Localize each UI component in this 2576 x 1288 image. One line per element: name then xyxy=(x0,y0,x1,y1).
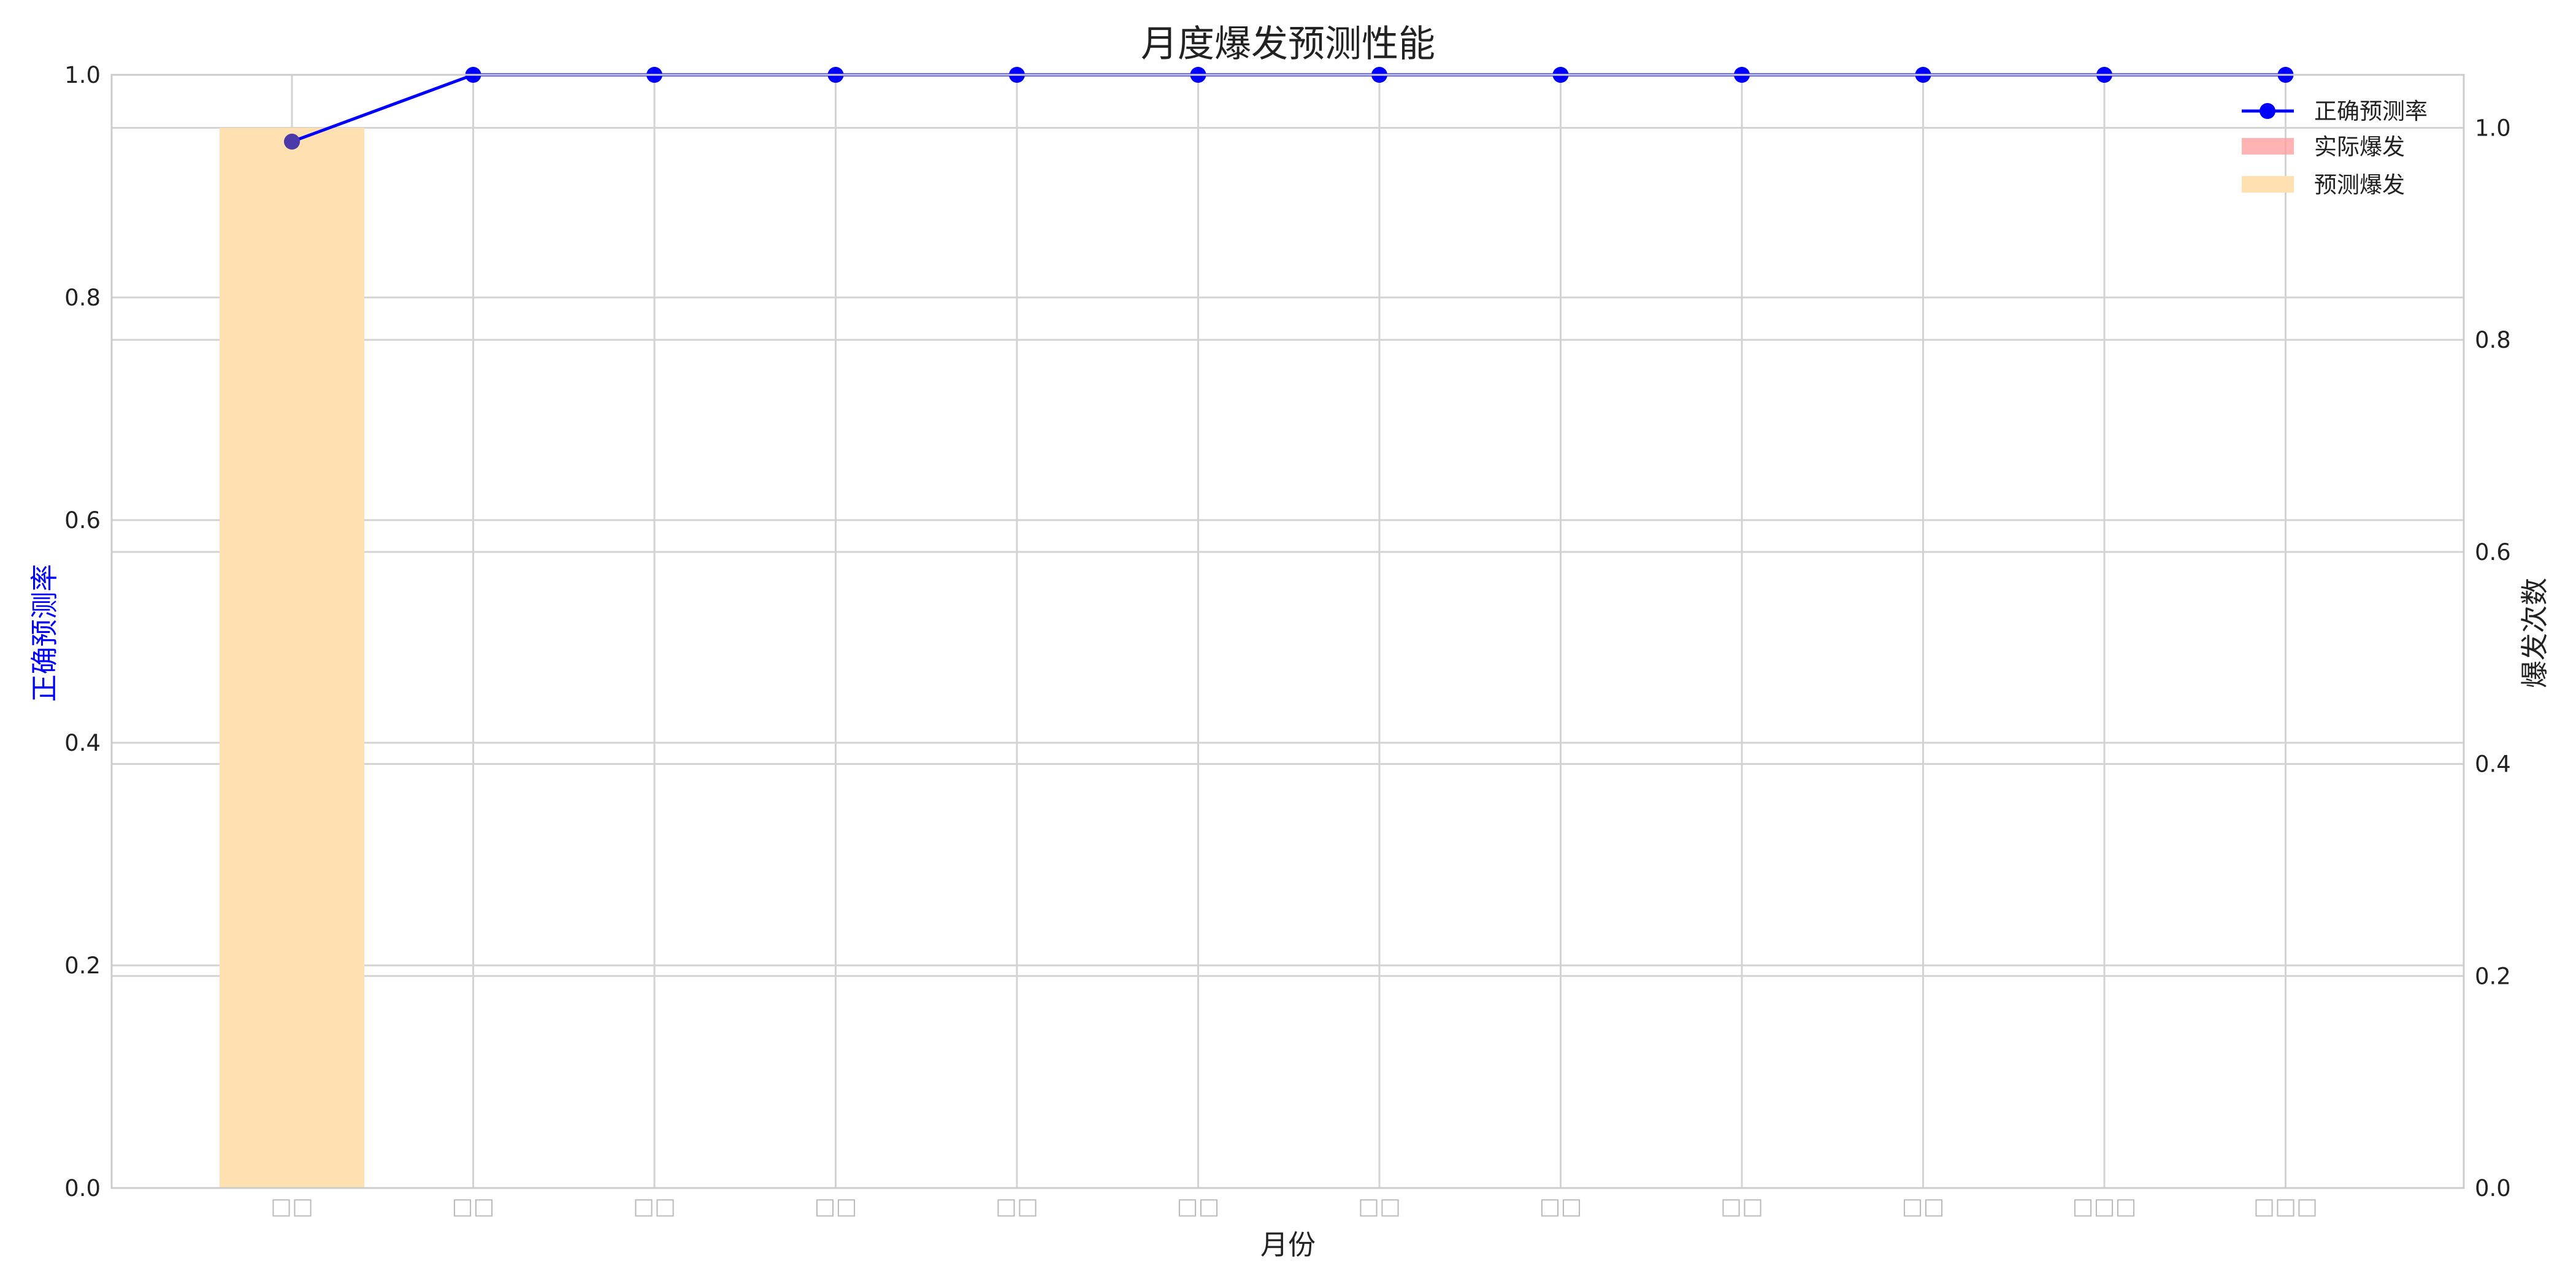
x-tick-label: □□ xyxy=(633,1193,676,1219)
y-axis-label-right: 爆发次数 xyxy=(2518,578,2551,688)
legend-label-accuracy: 正确预测率 xyxy=(2314,98,2428,125)
x-tick-label: □□ xyxy=(1539,1193,1582,1219)
legend-label-predicted: 预测爆发 xyxy=(2314,172,2405,198)
y-tick-label-left: 0.2 xyxy=(64,953,101,979)
x-tick-label: □□ xyxy=(1720,1193,1763,1219)
accuracy-point xyxy=(284,133,300,150)
legend-label-actual: 实际爆发 xyxy=(2314,134,2405,160)
y-tick-label-right: 0.4 xyxy=(2475,751,2511,778)
y-tick-label-right: 0.0 xyxy=(2475,1175,2511,1202)
plot-frame xyxy=(110,74,2465,1189)
axes: 0.00.20.40.60.81.00.00.20.40.60.81.0□□ □□… xyxy=(64,62,2511,1219)
x-axis-label: 月份 xyxy=(1260,1229,1316,1261)
legend: 正确预测率 实际爆发 预测爆发 xyxy=(2242,98,2428,198)
x-tick-label: □□ xyxy=(995,1193,1038,1219)
y-tick-label-left: 0.8 xyxy=(64,285,101,311)
x-tick-label: □□ xyxy=(1902,1193,1945,1219)
bar-predicted xyxy=(220,128,364,1188)
legend-line-dot xyxy=(2260,103,2275,119)
x-tick-label: □□□ xyxy=(2072,1193,2137,1219)
x-tick-label: □□ xyxy=(270,1193,313,1219)
legend-swatch-predicted xyxy=(2242,176,2294,193)
x-tick-label: □□ xyxy=(1358,1193,1401,1219)
y-tick-label-left: 0.4 xyxy=(64,730,101,756)
y-tick-label-left: 1.0 xyxy=(64,62,101,88)
x-tick-label: □□□ xyxy=(2253,1193,2318,1219)
y-tick-label-right: 0.8 xyxy=(2475,327,2511,353)
chart-title: 月度爆发预测性能 xyxy=(1141,23,1435,66)
x-tick-label: □□ xyxy=(452,1193,495,1219)
y-tick-label-left: 0.0 xyxy=(64,1175,101,1202)
x-tick-label: □□ xyxy=(1177,1193,1220,1219)
y-tick-label-right: 1.0 xyxy=(2475,115,2511,141)
y-tick-label-right: 0.2 xyxy=(2475,963,2511,989)
bars xyxy=(220,128,364,1188)
y-tick-label-right: 0.6 xyxy=(2475,539,2511,565)
legend-swatch-actual xyxy=(2242,138,2294,155)
x-tick-label: □□ xyxy=(815,1193,857,1219)
y-axis-label-left: 正确预测率 xyxy=(28,564,61,702)
y-tick-label-left: 0.6 xyxy=(64,507,101,534)
